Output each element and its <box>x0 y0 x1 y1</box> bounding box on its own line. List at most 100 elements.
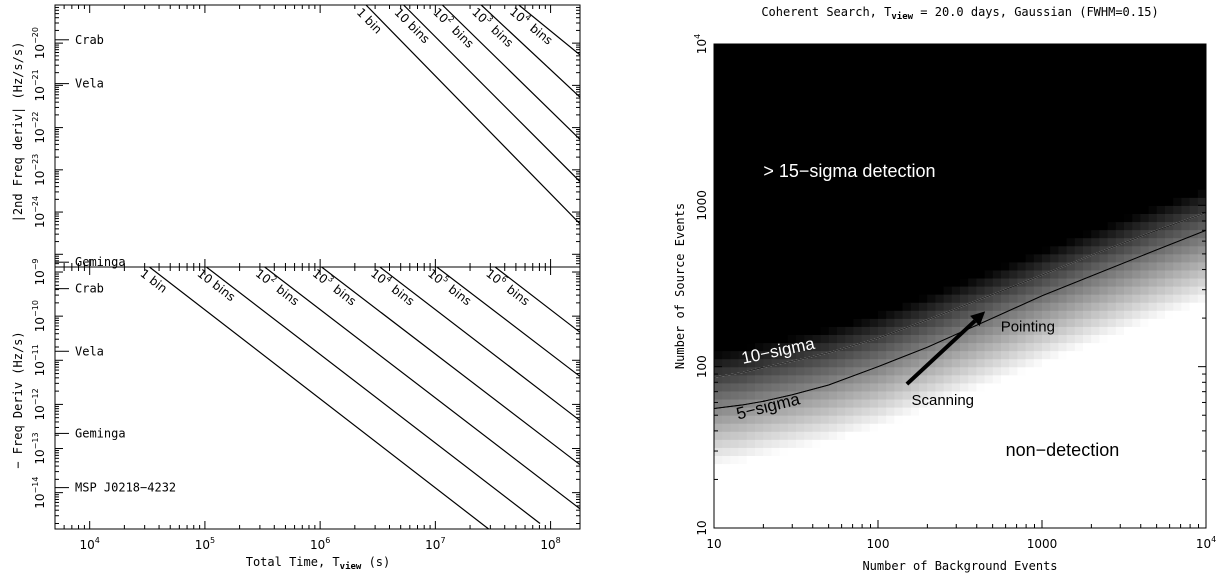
heat-cell <box>902 439 912 448</box>
heat-cell <box>853 366 863 376</box>
heat-cell <box>910 366 920 376</box>
heat-cell <box>771 382 781 392</box>
heat-cell <box>919 358 928 368</box>
heat-cell <box>919 68 928 77</box>
heat-cell <box>1132 519 1141 528</box>
heat-cell <box>960 124 969 134</box>
heat-cell <box>878 463 887 473</box>
heat-cell <box>1165 447 1174 456</box>
heat-cell <box>1025 358 1035 368</box>
heat-cell <box>1107 197 1117 206</box>
heat-cell <box>1189 100 1199 110</box>
heat-cell <box>902 229 912 239</box>
heat-cell <box>837 342 846 352</box>
heat-cell <box>968 92 977 102</box>
heat-cell <box>796 197 805 206</box>
heat-cell <box>755 398 764 408</box>
heat-cell <box>1189 447 1199 456</box>
heat-cell <box>1173 326 1182 335</box>
y-tick-label: 10 <box>695 520 709 535</box>
heat-cell <box>1173 173 1182 182</box>
heat-cell <box>943 92 953 102</box>
heat-cell <box>919 334 928 344</box>
heat-cell <box>771 439 781 448</box>
heat-cell <box>1140 431 1150 440</box>
heat-cell <box>804 237 813 247</box>
heat-cell <box>919 52 928 61</box>
heat-cell <box>976 189 986 198</box>
heat-cell <box>1033 173 1043 182</box>
heat-cell <box>828 245 838 255</box>
heat-cell <box>845 358 854 368</box>
heat-cell <box>894 245 904 255</box>
heat-cell <box>1033 140 1043 150</box>
heat-cell <box>1058 100 1068 110</box>
heat-cell <box>1017 310 1027 319</box>
heat-cell <box>943 294 953 303</box>
heat-cell <box>1132 237 1141 247</box>
heat-cell <box>1091 237 1100 247</box>
heat-cell <box>935 261 945 271</box>
heat-cell <box>845 326 854 335</box>
heat-cell <box>812 84 822 93</box>
heat-cell <box>837 398 846 408</box>
heat-cell <box>861 471 871 481</box>
heat-cell <box>787 463 797 473</box>
heat-cell <box>738 511 748 521</box>
heat-cell <box>1001 205 1010 214</box>
heat-cell <box>1009 189 1018 198</box>
heat-cell <box>1189 60 1199 69</box>
heat-cell <box>1033 221 1043 231</box>
heat-cell <box>861 310 871 319</box>
heat-cell <box>730 350 740 360</box>
heat-cell <box>763 84 772 93</box>
heat-cell <box>984 318 994 327</box>
heat-cell <box>1173 415 1182 424</box>
heat-cell <box>1107 511 1117 521</box>
heat-cell <box>1083 181 1092 190</box>
heat-cell <box>787 423 797 432</box>
heat-cell <box>1058 334 1068 344</box>
heat-cell <box>746 294 756 303</box>
heat-cell <box>869 140 879 150</box>
heat-cell <box>927 519 936 528</box>
heat-cell <box>1132 415 1141 424</box>
heat-cell <box>1140 221 1150 231</box>
heat-cell <box>828 463 838 473</box>
heat-cell <box>878 503 887 513</box>
heat-cell <box>738 156 748 166</box>
heat-cell <box>1017 286 1027 295</box>
heat-cell <box>1124 382 1133 392</box>
heat-cell <box>960 479 969 489</box>
heat-cell <box>796 431 805 440</box>
heat-cell <box>902 310 912 319</box>
heat-cell <box>943 156 953 166</box>
heat-cell <box>1140 197 1150 206</box>
heat-cell <box>746 431 756 440</box>
heat-cell <box>738 76 748 85</box>
heat-cell <box>1115 68 1125 77</box>
heat-cell <box>984 116 994 126</box>
heat-cell <box>878 181 887 190</box>
heat-cell <box>1115 100 1125 110</box>
heat-cell <box>984 92 994 102</box>
heat-cell <box>1181 100 1191 110</box>
heat-cell <box>820 382 830 392</box>
heat-cell <box>1124 68 1133 77</box>
heat-cell <box>1124 447 1133 456</box>
heat-cell <box>1107 431 1117 440</box>
heat-cell <box>746 124 756 134</box>
heat-cell <box>746 511 756 521</box>
heat-cell <box>845 390 854 400</box>
heat-cell <box>714 463 723 473</box>
heat-cell <box>845 398 854 408</box>
heat-cell <box>1148 44 1158 53</box>
heat-cell <box>1189 334 1199 344</box>
heat-cell <box>1058 60 1068 69</box>
heat-cell <box>894 318 904 327</box>
heat-cell <box>837 479 846 489</box>
heat-cell <box>1124 423 1133 432</box>
heat-cell <box>746 76 756 85</box>
heat-cell <box>746 116 756 126</box>
heat-cell <box>714 503 723 513</box>
